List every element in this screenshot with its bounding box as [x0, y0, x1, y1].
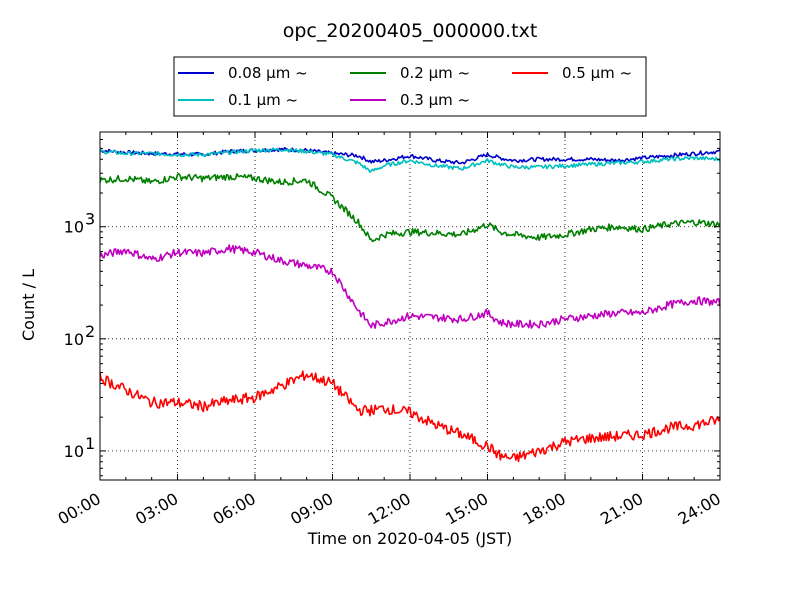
y-tick-exponent: 1	[85, 434, 95, 453]
y-tick-label: 10	[64, 442, 84, 461]
y-tick-exponent: 3	[85, 210, 95, 229]
legend-box	[173, 56, 647, 117]
series-line	[99, 244, 721, 329]
legend-entry: 0.2 μm ~	[400, 64, 470, 82]
x-tick-label: 12:00	[365, 489, 414, 529]
legend-entry: 0.5 μm ~	[562, 64, 632, 82]
y-tick-label: 10	[64, 218, 84, 237]
series-line	[99, 172, 721, 243]
plot-background	[100, 132, 720, 480]
x-tick-label: 00:00	[55, 489, 104, 529]
legend-entry: 0.08 μm ~	[228, 64, 308, 82]
x-tick-label: 03:00	[132, 489, 181, 529]
legend-entry: 0.1 μm ~	[228, 91, 298, 109]
x-axis-label: Time on 2020-04-05 (JST)	[307, 529, 512, 548]
legend-entry: 0.3 μm ~	[400, 91, 470, 109]
x-tick-label: 06:00	[210, 489, 259, 529]
x-tick-label: 24:00	[675, 489, 724, 529]
x-tick-label: 18:00	[520, 489, 569, 529]
plot-area	[100, 132, 720, 480]
y-axis-label: Count / L	[19, 269, 38, 341]
x-tick-label: 21:00	[597, 489, 646, 529]
x-tick-label: 09:00	[287, 489, 336, 529]
y-tick-exponent: 2	[85, 322, 95, 341]
y-tick-label: 10	[64, 330, 84, 349]
series-lines	[99, 147, 721, 463]
chart-title: opc_20200405_000000.txt	[283, 20, 538, 42]
legend: 0.08 μm ~ 0.1 μm ~ 0.2 μm ~ 0.3 μm ~ 0.5 μm …	[173, 56, 647, 117]
x-tick-label: 15:00	[442, 489, 491, 529]
series-line	[99, 147, 721, 174]
series-line	[99, 370, 721, 463]
